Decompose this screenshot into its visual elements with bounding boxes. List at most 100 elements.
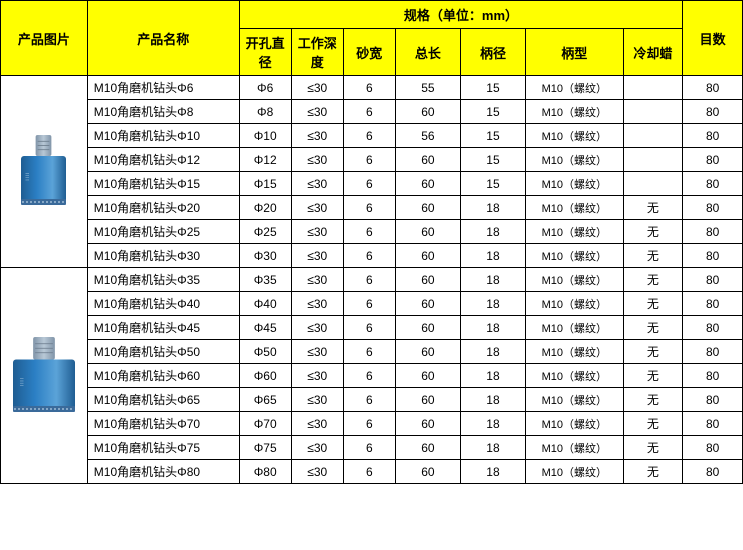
cell-total-length: 60 [395,100,460,124]
cell-sand-width: 6 [343,436,395,460]
cell-shank-diameter: 15 [460,124,525,148]
cell-work-depth: ≤30 [291,268,343,292]
cell-total-length: 60 [395,148,460,172]
cell-shank-type: M10（螺纹） [525,148,623,172]
header-shank-diameter: 柄径 [460,29,525,76]
header-shank-type: 柄型 [525,29,623,76]
cell-mesh: 80 [683,412,743,436]
cell-sand-width: 6 [343,364,395,388]
header-product-image: 产品图片 [1,1,88,76]
cell-shank-diameter: 18 [460,364,525,388]
cell-hole-diameter: Φ15 [239,172,291,196]
cell-hole-diameter: Φ60 [239,364,291,388]
cell-hole-diameter: Φ70 [239,412,291,436]
cell-hole-diameter: Φ8 [239,100,291,124]
cell-work-depth: ≤30 [291,316,343,340]
cell-sand-width: 6 [343,124,395,148]
cell-product-name: M10角磨机钻头Φ40 [87,292,239,316]
table-row: M10角磨机钻头Φ10Φ10≤3065615M10（螺纹）80 [1,124,743,148]
cell-cooling-wax: 无 [623,436,683,460]
cell-sand-width: 6 [343,196,395,220]
cell-mesh: 80 [683,100,743,124]
cell-work-depth: ≤30 [291,460,343,484]
cell-mesh: 80 [683,460,743,484]
cell-mesh: 80 [683,244,743,268]
cell-product-name: M10角磨机钻头Φ45 [87,316,239,340]
cell-shank-type: M10（螺纹） [525,268,623,292]
cell-shank-type: M10（螺纹） [525,244,623,268]
cell-shank-type: M10（螺纹） [525,172,623,196]
cell-work-depth: ≤30 [291,244,343,268]
cell-mesh: 80 [683,364,743,388]
product-image-cell: | | | | [1,76,88,268]
cell-work-depth: ≤30 [291,100,343,124]
cell-cooling-wax: 无 [623,412,683,436]
table-row: M10角磨机钻头Φ12Φ12≤3066015M10（螺纹）80 [1,148,743,172]
cell-shank-type: M10（螺纹） [525,364,623,388]
cell-total-length: 60 [395,196,460,220]
cell-total-length: 60 [395,316,460,340]
cell-total-length: 60 [395,292,460,316]
cell-hole-diameter: Φ50 [239,340,291,364]
drill-bit-icon: | | | | [13,337,75,412]
cell-shank-diameter: 18 [460,388,525,412]
cell-shank-type: M10（螺纹） [525,220,623,244]
cell-mesh: 80 [683,196,743,220]
table-row: M10角磨机钻头Φ25Φ25≤3066018M10（螺纹）无80 [1,220,743,244]
cell-product-name: M10角磨机钻头Φ20 [87,196,239,220]
cell-total-length: 60 [395,436,460,460]
cell-shank-type: M10（螺纹） [525,196,623,220]
cell-sand-width: 6 [343,148,395,172]
cell-shank-diameter: 18 [460,220,525,244]
cell-cooling-wax [623,148,683,172]
cell-work-depth: ≤30 [291,220,343,244]
table-row: M10角磨机钻头Φ15Φ15≤3066015M10（螺纹）80 [1,172,743,196]
cell-work-depth: ≤30 [291,364,343,388]
cell-sand-width: 6 [343,460,395,484]
table-row: M10角磨机钻头Φ80Φ80≤3066018M10（螺纹）无80 [1,460,743,484]
cell-product-name: M10角磨机钻头Φ30 [87,244,239,268]
header-total-length: 总长 [395,29,460,76]
product-image-cell: | | | | [1,268,88,484]
cell-product-name: M10角磨机钻头Φ15 [87,172,239,196]
cell-sand-width: 6 [343,76,395,100]
cell-shank-type: M10（螺纹） [525,460,623,484]
cell-cooling-wax [623,100,683,124]
cell-sand-width: 6 [343,172,395,196]
cell-hole-diameter: Φ25 [239,220,291,244]
cell-mesh: 80 [683,148,743,172]
cell-total-length: 60 [395,340,460,364]
cell-shank-diameter: 18 [460,412,525,436]
cell-shank-diameter: 18 [460,196,525,220]
cell-cooling-wax: 无 [623,460,683,484]
table-row: M10角磨机钻头Φ40Φ40≤3066018M10（螺纹）无80 [1,292,743,316]
table-body: | | | | M10角磨机钻头Φ6Φ6≤3065515M10（螺纹）80M10… [1,76,743,484]
table-row: M10角磨机钻头Φ65Φ65≤3066018M10（螺纹）无80 [1,388,743,412]
cell-hole-diameter: Φ75 [239,436,291,460]
header-cooling-wax: 冷却蜡 [623,29,683,76]
cell-product-name: M10角磨机钻头Φ35 [87,268,239,292]
cell-total-length: 60 [395,268,460,292]
table-row: M10角磨机钻头Φ60Φ60≤3066018M10（螺纹）无80 [1,364,743,388]
cell-product-name: M10角磨机钻头Φ8 [87,100,239,124]
cell-cooling-wax [623,172,683,196]
cell-product-name: M10角磨机钻头Φ65 [87,388,239,412]
cell-product-name: M10角磨机钻头Φ50 [87,340,239,364]
cell-shank-type: M10（螺纹） [525,124,623,148]
cell-cooling-wax: 无 [623,316,683,340]
header-work-depth: 工作深度 [291,29,343,76]
cell-sand-width: 6 [343,412,395,436]
table-row: M10角磨机钻头Φ75Φ75≤3066018M10（螺纹）无80 [1,436,743,460]
cell-shank-type: M10（螺纹） [525,340,623,364]
cell-shank-type: M10（螺纹） [525,436,623,460]
table-row: M10角磨机钻头Φ45Φ45≤3066018M10（螺纹）无80 [1,316,743,340]
header-hole-diameter: 开孔直径 [239,29,291,76]
table-row: | | | | M10角磨机钻头Φ35Φ35≤3066018M10（螺纹）无80 [1,268,743,292]
cell-cooling-wax: 无 [623,244,683,268]
cell-hole-diameter: Φ10 [239,124,291,148]
cell-product-name: M10角磨机钻头Φ80 [87,460,239,484]
cell-mesh: 80 [683,268,743,292]
cell-total-length: 56 [395,124,460,148]
drill-bit-icon: | | | | [21,135,66,205]
cell-sand-width: 6 [343,292,395,316]
